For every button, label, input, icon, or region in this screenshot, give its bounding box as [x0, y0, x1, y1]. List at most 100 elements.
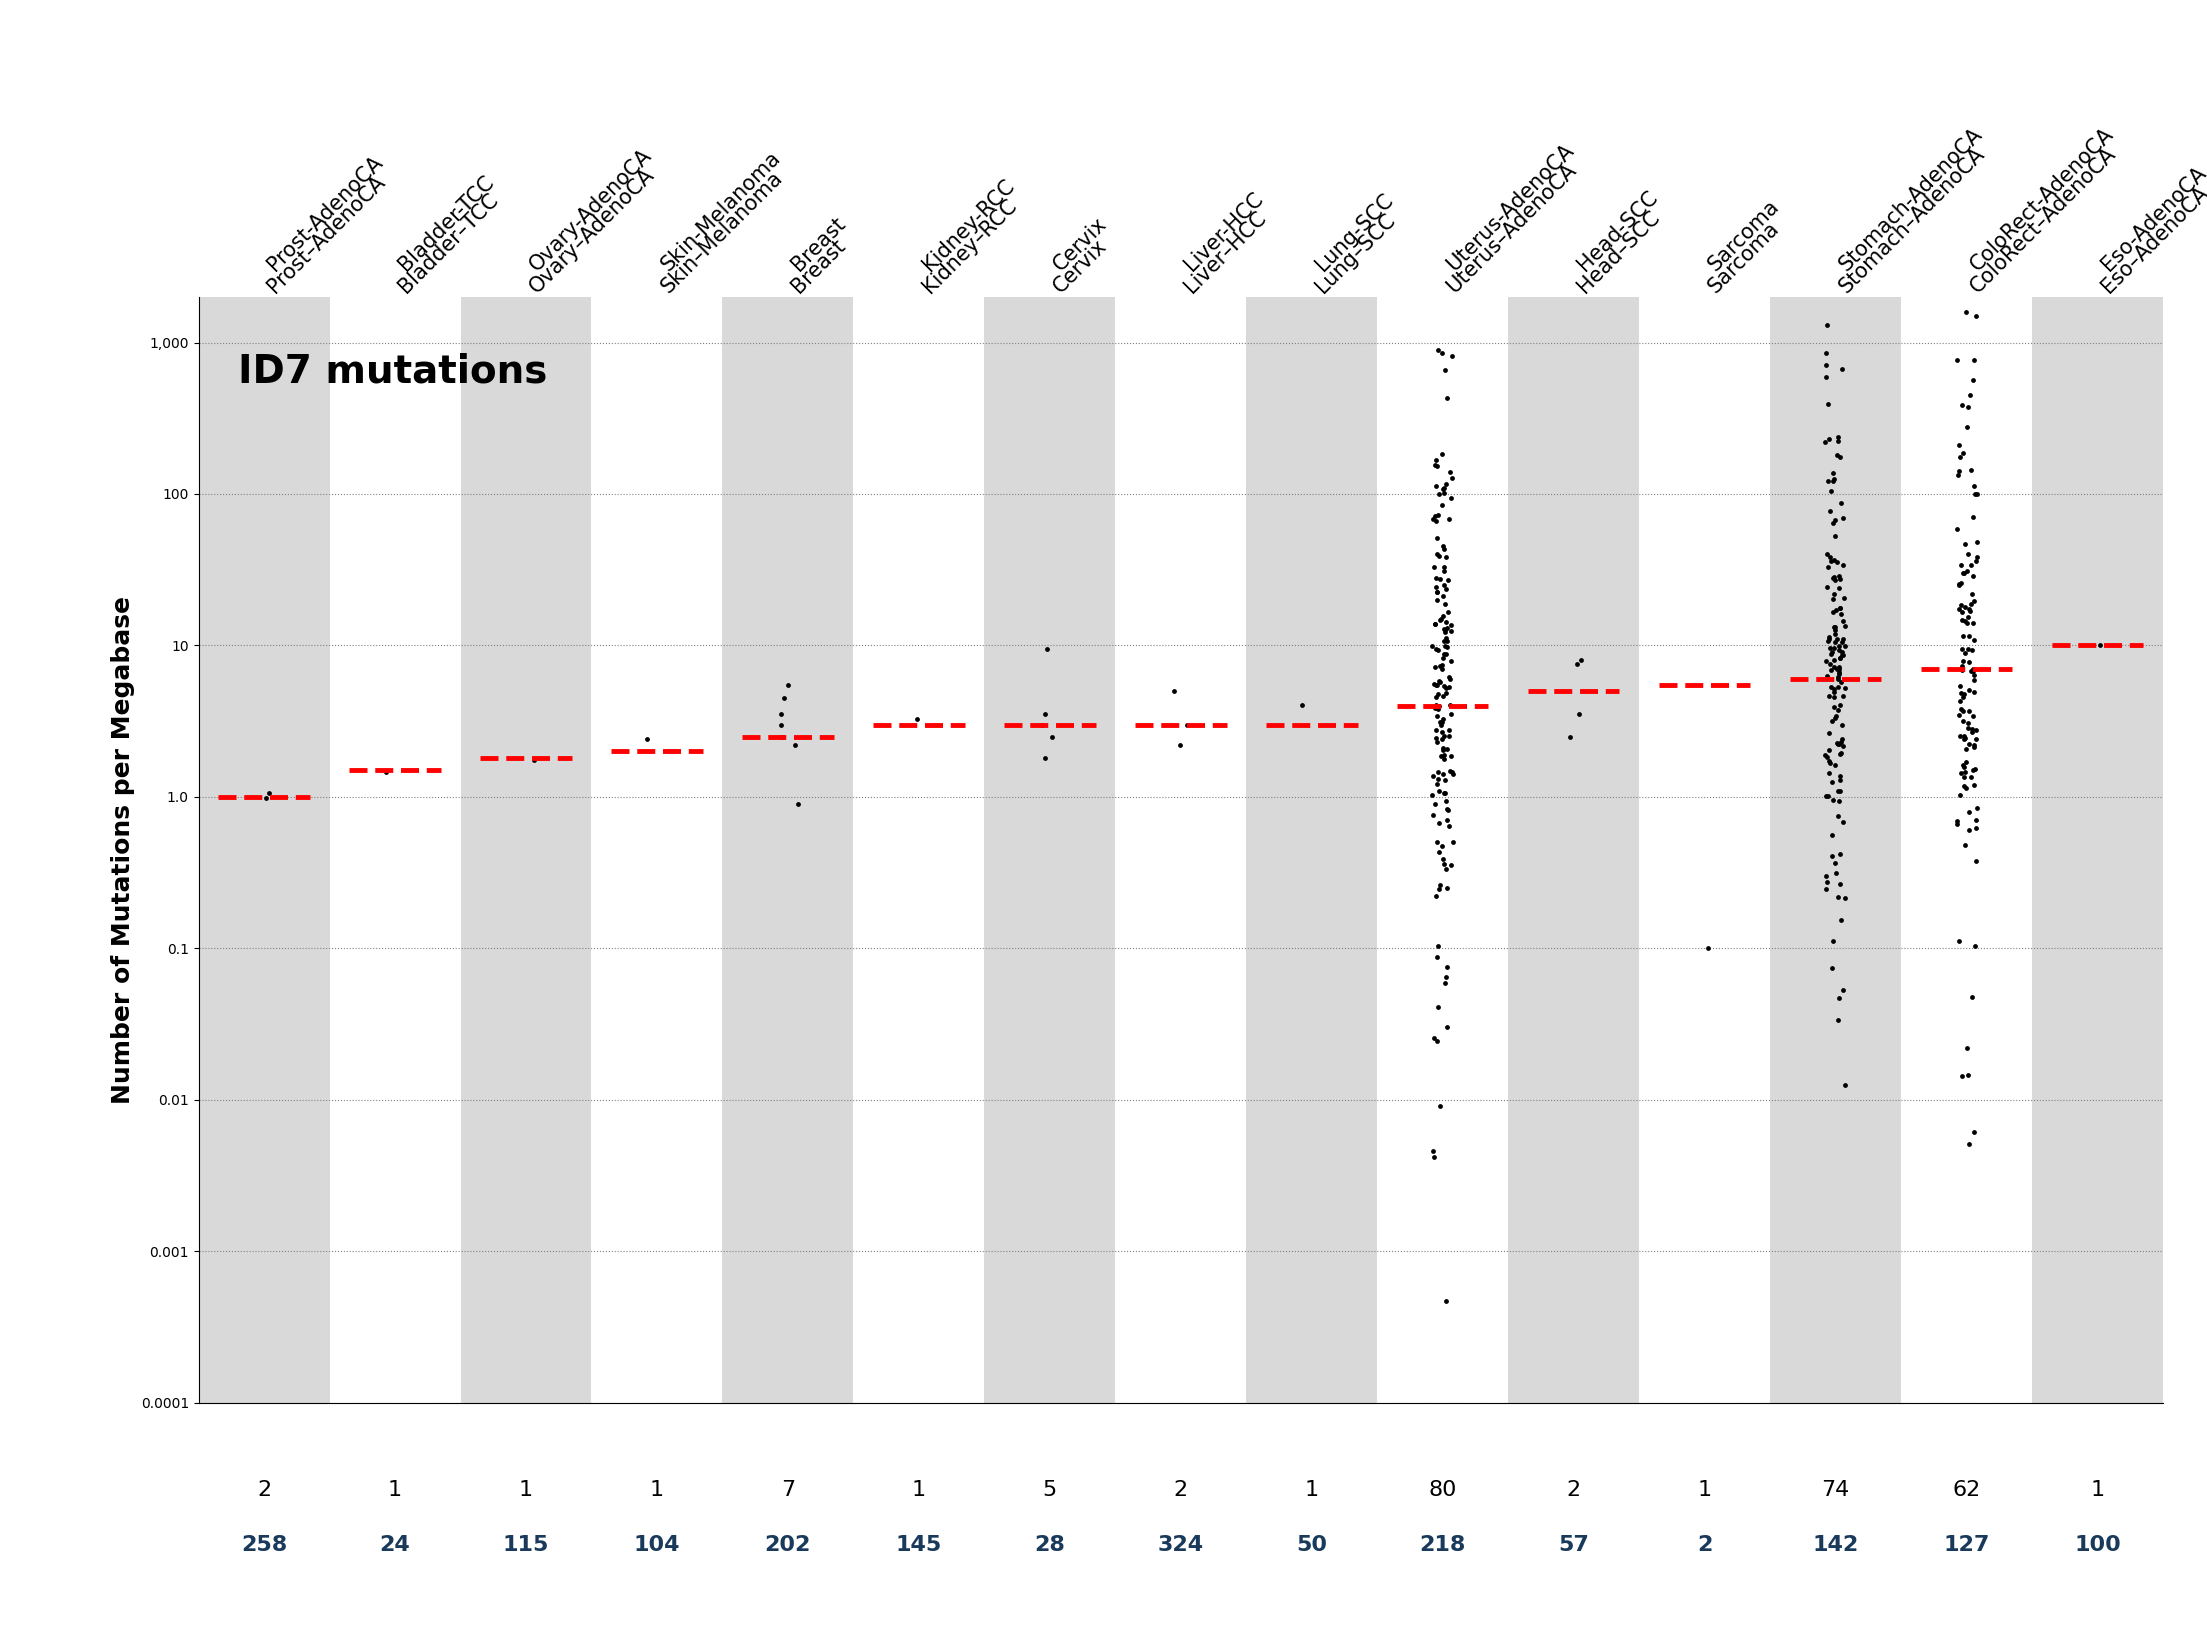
Point: [1816, 675, 1852, 701]
Text: 5: 5: [1042, 1480, 1057, 1500]
Point: [1942, 673, 1977, 700]
Point: [1823, 645, 1858, 672]
Point: [1691, 936, 1726, 962]
Point: [1426, 734, 1461, 761]
Point: [1821, 779, 1856, 805]
Point: [1426, 761, 1461, 787]
Text: 218: 218: [1419, 1534, 1465, 1556]
Point: [1942, 596, 1977, 622]
Text: 115: 115: [503, 1534, 550, 1556]
Point: [1823, 739, 1858, 766]
Point: [1819, 625, 1854, 652]
Point: [764, 701, 799, 728]
Point: [1816, 581, 1852, 607]
Point: [1419, 944, 1454, 970]
Point: [1810, 784, 1845, 810]
Point: [1419, 718, 1454, 744]
Point: [1426, 475, 1461, 502]
Point: [770, 672, 806, 698]
Point: [1428, 591, 1463, 617]
Point: [1958, 932, 1993, 959]
Point: [1958, 756, 1993, 782]
Bar: [1115, 297, 1247, 1402]
Point: [1426, 683, 1461, 709]
Point: [1814, 769, 1849, 795]
Point: [1821, 884, 1856, 911]
Point: [1421, 1092, 1457, 1119]
Point: [1955, 346, 1991, 373]
Point: [1428, 470, 1463, 497]
Point: [1812, 736, 1847, 762]
Point: [1426, 571, 1461, 597]
Point: [1432, 612, 1468, 639]
Point: [1944, 551, 1980, 578]
Point: [1816, 752, 1852, 779]
Text: Uterus-AdenoCA: Uterus-AdenoCA: [1443, 140, 1578, 276]
Point: [1428, 356, 1463, 383]
Point: [1958, 480, 1993, 507]
Text: Lung–SCC: Lung–SCC: [1311, 210, 1399, 297]
Text: 57: 57: [1558, 1534, 1589, 1556]
Point: [1951, 817, 1986, 843]
Point: [1426, 780, 1461, 807]
Point: [1819, 860, 1854, 886]
Point: [1560, 701, 1596, 728]
Point: [1955, 733, 1991, 759]
Point: [1958, 548, 1993, 574]
Point: [1810, 574, 1845, 601]
Point: [1430, 599, 1465, 625]
Point: [1812, 426, 1847, 452]
Point: [1823, 871, 1858, 898]
Point: [1424, 657, 1459, 683]
Point: [1426, 723, 1461, 749]
Point: [1810, 266, 1845, 292]
Point: [1955, 637, 1991, 663]
Point: [1428, 1287, 1463, 1313]
Point: [1156, 678, 1192, 705]
Text: Eso-AdenoCA: Eso-AdenoCA: [2097, 163, 2207, 276]
Bar: [1640, 297, 1770, 1402]
Point: [1163, 733, 1198, 759]
Point: [1430, 673, 1465, 700]
Point: [1419, 508, 1454, 535]
Point: [1428, 632, 1463, 658]
Point: [1947, 685, 1982, 711]
Point: [1808, 782, 1843, 808]
Point: [1421, 502, 1457, 528]
Point: [1940, 516, 1975, 543]
Point: [1421, 653, 1457, 680]
Point: [1417, 452, 1452, 478]
Point: [1949, 414, 1984, 441]
Point: [1428, 767, 1463, 794]
Point: [1428, 609, 1463, 635]
Point: [1821, 789, 1856, 815]
Point: [1823, 741, 1858, 767]
Point: [1028, 746, 1064, 772]
Point: [1426, 673, 1461, 700]
Point: [1825, 629, 1861, 655]
Point: [1942, 457, 1977, 483]
Text: Skin-Melanoma: Skin-Melanoma: [658, 147, 783, 276]
Point: [1417, 670, 1452, 696]
Point: [1417, 553, 1452, 579]
Point: [1417, 1143, 1452, 1170]
Point: [1430, 813, 1465, 840]
Point: [1816, 850, 1852, 876]
Point: [1823, 908, 1858, 934]
Point: [1953, 383, 1989, 409]
Point: [1421, 995, 1457, 1021]
Point: [1424, 873, 1459, 899]
Text: 2: 2: [1567, 1480, 1580, 1500]
Point: [1955, 662, 1991, 688]
Point: [1421, 838, 1457, 865]
Point: [1419, 574, 1454, 601]
Text: 2: 2: [1174, 1480, 1187, 1500]
Point: [1947, 681, 1982, 708]
Point: [1812, 498, 1847, 525]
Point: [1949, 299, 1984, 325]
Point: [1419, 447, 1454, 474]
Point: [1827, 884, 1863, 911]
Point: [1955, 609, 1991, 635]
Point: [1808, 363, 1843, 389]
Point: [1810, 744, 1845, 771]
